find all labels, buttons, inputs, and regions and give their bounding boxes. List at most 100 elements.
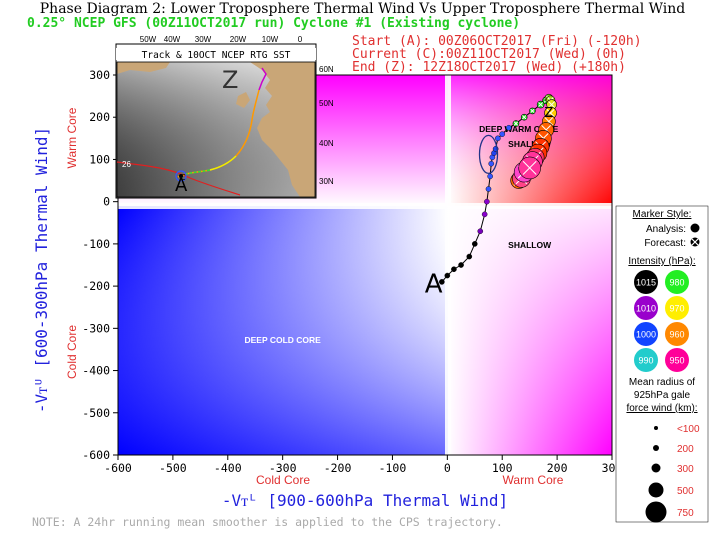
inset-longitude-labels: 50W 40W 30W 20W 10W 0: [140, 35, 303, 44]
end-info: End (Z): 12Z18OCT2017 (Wed) (+180h): [352, 60, 626, 75]
y-tick-label: -500: [82, 406, 110, 420]
region-label: SHALLOW: [508, 139, 552, 149]
current-info: Current (C):00Z11OCT2017 (Wed) (0h): [352, 47, 626, 62]
analysis-point: [458, 262, 464, 268]
y-warm-core-label: Warm Core: [65, 107, 79, 168]
inset-z-label: Z: [222, 66, 238, 94]
inset-lat-label: 50N: [319, 99, 334, 108]
y-tick-label: -100: [82, 237, 110, 251]
radius-label: 300: [677, 464, 694, 475]
radius-label: 200: [677, 444, 694, 455]
inset-lon-label: 0: [298, 35, 303, 44]
inset-track-map: 26 Z A C Track & 10OCT NCEP RTG SST 50W 4…: [115, 35, 334, 199]
region-labels: DEEP WARM CORE SHALLOW SHALLOW DEEP COLD CO…: [244, 124, 558, 345]
shallow-warm-overlay: [448, 206, 612, 455]
plot-frame: [117, 74, 613, 456]
legend-frame: [615, 205, 709, 523]
inset-track-forecast-green: [185, 169, 211, 175]
analysis-point: [481, 211, 488, 218]
intensity-swatch: [665, 348, 689, 372]
x-tick-label: 200: [547, 461, 568, 475]
x-tick-label: -500: [159, 461, 187, 475]
region-label: DEEP COLD CORE: [244, 335, 321, 345]
inset-land-greenland: [117, 62, 170, 74]
inset-land-ireland: [236, 92, 250, 108]
analysis-point: [466, 253, 473, 260]
cps-trajectory: [439, 93, 557, 285]
intensity-legend-item: 970: [665, 296, 689, 320]
radius-label: <100: [677, 424, 700, 435]
y-tick-label: 300: [89, 68, 110, 82]
intensity-legend-item: 990: [634, 348, 658, 372]
inset-land-europe: [250, 62, 315, 197]
intensity-legend-item: 950: [665, 348, 689, 372]
deep-cold-overlay: [118, 206, 448, 455]
analysis-point: [495, 135, 501, 142]
intensity-label: 970: [669, 304, 684, 314]
analysis-point: [487, 173, 493, 180]
x-tick-label: 0: [444, 461, 451, 475]
radius-legend-title: Mean radius of 925hPa gale force wind (km)…: [626, 377, 697, 414]
intensity-label: 950: [669, 356, 684, 366]
chart-title: Phase Diagram 2: Lower Troposphere Therm…: [39, 1, 686, 17]
radius-swatch: [654, 426, 658, 430]
inset-map-frame: [116, 61, 316, 198]
radius-title-line: 925hPa gale: [634, 390, 691, 401]
y-tick-label: -300: [82, 321, 110, 335]
intensity-label: 1010: [636, 304, 656, 314]
intensity-label: 1000: [636, 330, 656, 340]
intensity-label: 1015: [636, 278, 656, 288]
inset-lon-label: 20W: [230, 35, 247, 44]
x-tick-label: -200: [324, 461, 352, 475]
radius-swatch: [645, 501, 667, 523]
radius-swatch: [648, 482, 664, 498]
radius-legend-item: 750: [645, 501, 694, 523]
radius-legend-item: 500: [648, 482, 694, 498]
intensity-legend-item: 960: [665, 322, 689, 346]
point-label-z: Z: [544, 106, 553, 121]
radius-swatch: [651, 463, 661, 473]
intensity-swatch: [665, 296, 689, 320]
intensity-legend-item: 1015: [634, 270, 658, 294]
intensity-swatch: [634, 322, 658, 346]
y-axis-ticks: -600 -500 -400 -300 -200 -100 0 100 200 300: [82, 68, 118, 462]
x-tick-label: -400: [214, 461, 242, 475]
radius-legend-items: <100 200 300 500 750: [645, 424, 700, 523]
y-tick-label: 200: [89, 110, 110, 124]
radius-swatch: [653, 445, 659, 451]
inset-isotherm-label: 26: [122, 160, 131, 169]
inset-lon-label: 40W: [164, 35, 181, 44]
analysis-point: [499, 131, 506, 137]
radius-label: 750: [677, 508, 694, 519]
intensity-label: 960: [669, 330, 684, 340]
y-tick-label: -400: [82, 364, 110, 378]
x-tick-label: -600: [104, 461, 132, 475]
y-tick-label: 100: [89, 152, 110, 166]
y-tick-label: -600: [82, 448, 110, 462]
y-tick-label: -200: [82, 279, 110, 293]
inset-latitude-labels: 60N 50N 40N 30N: [319, 65, 334, 186]
inset-track-forecast-yellow: [209, 155, 237, 171]
intensity-swatch: [665, 270, 689, 294]
region-label: DEEP WARM CORE: [479, 124, 559, 134]
y-tick-label: 0: [103, 195, 110, 209]
intensity-label: 990: [638, 356, 653, 366]
y-axis-label: -Vᴛᵁ [600-300hPa Thermal Wind]: [32, 127, 51, 413]
analysis-point: [477, 228, 484, 235]
deep-warm-overlay: [448, 75, 612, 206]
intensity-swatch: [634, 270, 658, 294]
inset-lat-label: 40N: [319, 139, 334, 148]
inset-lon-label: 50W: [140, 35, 157, 44]
analysis-point: [439, 279, 445, 285]
forecast-marker-icon: [690, 237, 700, 247]
intensity-swatch: [634, 296, 658, 320]
region-label: SHALLOW: [508, 240, 552, 250]
radius-title-line: Mean radius of: [629, 377, 695, 388]
intensity-label: 980: [669, 278, 684, 288]
analysis-point: [506, 124, 512, 131]
analysis-point: [484, 198, 490, 205]
forecast-point: [518, 156, 541, 180]
x-axis-label: -Vᴛᴸ [900-600hPa Thermal Wind]: [222, 491, 508, 510]
inset-c-label: C: [180, 173, 186, 182]
